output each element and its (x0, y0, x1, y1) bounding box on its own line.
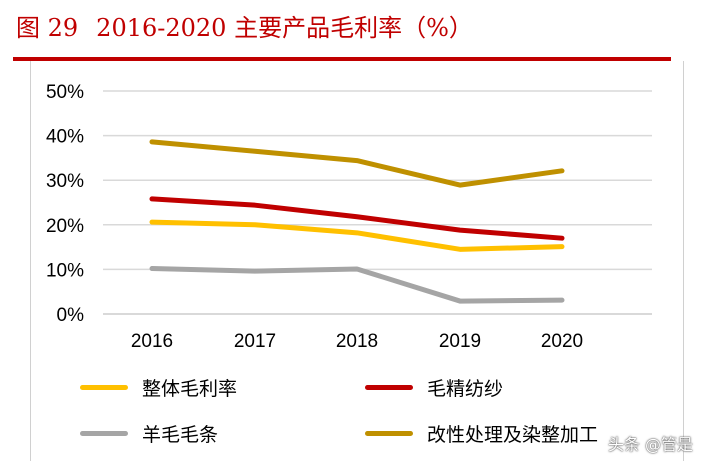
series-line (149, 266, 565, 304)
legend-swatch (365, 385, 413, 390)
legend-item: 改性处理及染整加工 (365, 420, 598, 447)
watermark: 头条 @管是 (607, 435, 693, 454)
y-tick-label: 20% (46, 216, 84, 237)
y-tick-label: 50% (46, 82, 84, 103)
x-tick-label: 2020 (541, 331, 583, 352)
legend-item: 毛精纺纱 (365, 374, 503, 401)
y-tick-label: 10% (46, 260, 84, 281)
legend-swatch (80, 431, 128, 436)
x-tick-label: 2018 (336, 331, 378, 352)
figure-title: 图 29 2016-2020 主要产品毛利率（%） (16, 8, 491, 43)
y-tick-label: 30% (46, 171, 84, 192)
legend-item: 整体毛利率 (80, 374, 237, 401)
legend-label: 毛精纺纱 (427, 378, 504, 400)
x-tick-label: 2019 (439, 331, 481, 352)
legend-swatch (80, 385, 128, 390)
y-tick-label: 40% (46, 127, 84, 148)
figure-title-text: 2016-2020 主要产品毛利率（%） (96, 14, 473, 42)
legend-swatch (365, 431, 413, 436)
x-tick-label: 2016 (131, 331, 173, 352)
legend-item: 羊毛毛条 (80, 420, 218, 447)
title-rule (13, 57, 671, 61)
series-line (149, 139, 565, 188)
legend-label: 羊毛毛条 (142, 424, 219, 446)
y-tick-label: 0% (57, 305, 85, 326)
figure-number: 图 29 (16, 14, 79, 42)
x-tick-label: 2017 (234, 331, 276, 352)
legend-label: 改性处理及染整加工 (427, 424, 599, 446)
legend-label: 整体毛利率 (142, 378, 238, 400)
chart-frame (30, 61, 684, 461)
